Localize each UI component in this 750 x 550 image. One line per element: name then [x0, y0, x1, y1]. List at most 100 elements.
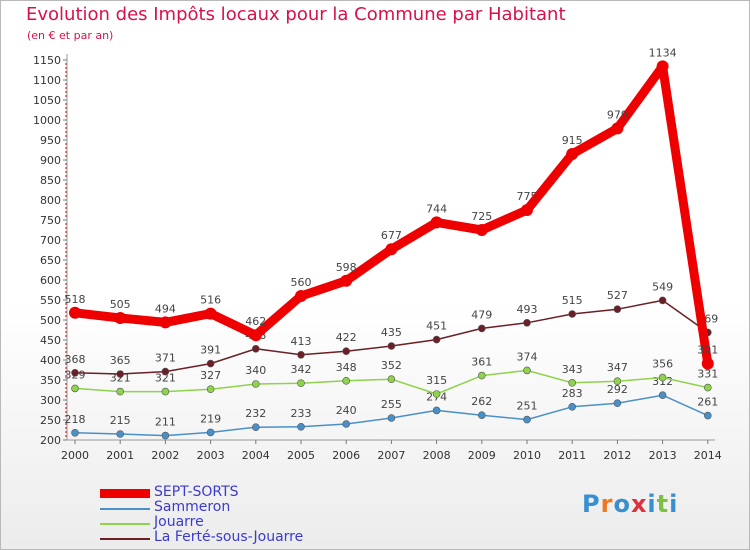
data-point: [658, 391, 667, 400]
data-label: 352: [381, 359, 402, 372]
y-tick-label: 1050: [33, 94, 61, 107]
data-label: 233: [291, 407, 312, 420]
data-point: [249, 329, 262, 342]
data-label: 527: [607, 289, 628, 302]
data-label: 494: [155, 302, 176, 315]
data-point: [385, 243, 398, 256]
x-tick-label: 2014: [694, 449, 722, 462]
x-tick-label: 2004: [242, 449, 270, 462]
series-layer: 2182152112192322332402552742622512832923…: [65, 46, 718, 440]
y-tick-label: 850: [40, 174, 61, 187]
data-point: [477, 324, 486, 333]
data-point: [568, 378, 577, 387]
logo-letter: o: [613, 490, 631, 518]
data-point: [521, 204, 533, 216]
legend-label: Sammeron: [154, 499, 231, 515]
data-point: [71, 428, 79, 437]
data-label: 435: [381, 326, 402, 339]
data-point: [701, 357, 714, 370]
legend-swatch: [100, 489, 150, 498]
data-point: [297, 350, 305, 359]
x-tick-label: 2010: [513, 449, 541, 462]
x-tick-label: 2002: [151, 449, 179, 462]
data-label: 775: [517, 190, 538, 203]
data-label: 283: [562, 387, 583, 400]
series-sammeron: 2182152112192322332402552742622512832923…: [65, 375, 718, 440]
data-label: 340: [245, 364, 266, 377]
x-tick-label: 2001: [106, 449, 134, 462]
data-label: 292: [607, 383, 628, 396]
data-point: [116, 370, 124, 378]
data-point: [611, 122, 624, 135]
y-tick-label: 1150: [33, 54, 61, 67]
data-point: [387, 342, 396, 350]
data-label: 549: [652, 280, 673, 293]
data-label: 725: [471, 210, 492, 223]
data-point: [71, 384, 79, 393]
data-label: 598: [336, 261, 357, 274]
data-point: [566, 148, 579, 160]
data-point: [114, 312, 127, 324]
chart-subtitle: (en € et par an): [27, 29, 114, 42]
data-label: 255: [381, 398, 402, 411]
legend-label: SEPT-SORTS: [154, 484, 239, 500]
data-point: [159, 316, 172, 329]
data-label: 356: [652, 358, 673, 371]
data-label: 327: [200, 369, 221, 382]
data-label: 331: [697, 368, 718, 381]
data-label: 347: [607, 361, 628, 374]
data-point: [613, 377, 622, 386]
logo-letter: r: [600, 490, 614, 518]
data-point: [161, 431, 170, 440]
data-point: [703, 411, 712, 420]
data-point: [387, 414, 396, 422]
data-point: [523, 318, 531, 327]
data-point: [295, 290, 307, 302]
data-label: 261: [697, 396, 718, 409]
legend-label: Jouarre: [154, 514, 204, 530]
y-tick-label: 400: [40, 354, 61, 367]
data-label: 479: [471, 308, 492, 321]
data-label: 505: [110, 298, 131, 311]
data-point: [477, 371, 486, 380]
data-point: [613, 399, 622, 408]
logo-letter: P: [582, 490, 601, 518]
data-point: [297, 379, 305, 388]
x-tick-label: 2005: [287, 449, 315, 462]
data-point: [432, 335, 441, 344]
data-label: 240: [336, 404, 357, 417]
data-label: 211: [155, 416, 176, 429]
data-label: 391: [200, 344, 221, 357]
data-point: [656, 60, 669, 73]
data-point: [297, 422, 305, 431]
data-label: 361: [471, 356, 492, 369]
y-tick-label: 350: [40, 374, 61, 387]
logo-letter: i: [669, 490, 679, 518]
y-tick-label: 450: [40, 334, 61, 347]
data-point: [432, 406, 441, 415]
y-tick-label: 1100: [33, 74, 61, 87]
x-tick-label: 2007: [377, 449, 405, 462]
data-label: 321: [155, 372, 176, 385]
data-label: 518: [65, 293, 86, 306]
data-label: 744: [426, 202, 447, 215]
x-tick-label: 2006: [332, 449, 360, 462]
proxiti-logo: Proxiti: [582, 490, 678, 518]
data-point: [252, 380, 260, 388]
data-point: [523, 415, 531, 424]
data-point: [161, 367, 170, 376]
data-label: 374: [517, 350, 538, 363]
data-label: 232: [245, 407, 266, 420]
legend-swatch: [100, 537, 150, 540]
data-label: 342: [291, 363, 312, 376]
y-tick-label: 700: [40, 234, 61, 247]
data-point: [613, 305, 622, 314]
data-label: 365: [110, 354, 131, 367]
y-tick-label: 900: [40, 154, 61, 167]
logo-letter: t: [656, 490, 670, 518]
data-point: [432, 390, 441, 398]
x-tick-label: 2008: [423, 449, 451, 462]
legend-swatch: [100, 522, 150, 525]
y-tick-label: 650: [40, 254, 61, 267]
